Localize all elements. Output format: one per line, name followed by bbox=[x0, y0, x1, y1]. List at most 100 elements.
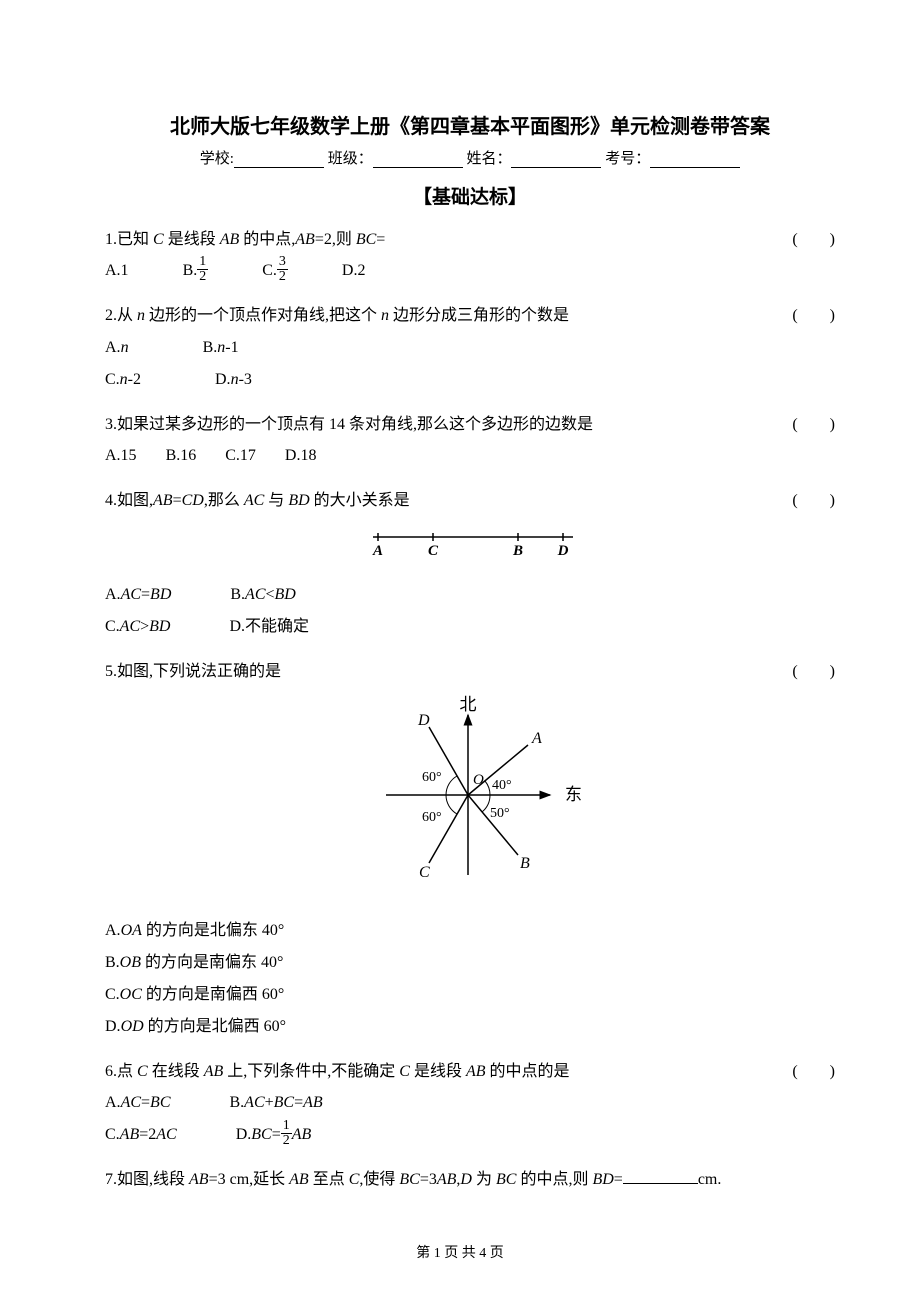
q4-t1: 4.如图, bbox=[105, 492, 153, 509]
q7-blank bbox=[623, 1168, 698, 1184]
q6-optD-bc: BC bbox=[251, 1126, 271, 1143]
name-label: 姓名： bbox=[466, 151, 511, 167]
q4-t3: 与 bbox=[264, 492, 288, 509]
q4-BD: BD bbox=[288, 492, 309, 509]
q5-optD-suf: 的方向是北偏西 60° bbox=[144, 1018, 286, 1035]
q5-optD-od: OD bbox=[121, 1018, 144, 1035]
q2-t3: 边形分成三角形的个数是 bbox=[389, 307, 569, 324]
q4-optC: C.AC>BD bbox=[105, 611, 170, 643]
q4-optB-ac: AC bbox=[245, 586, 265, 603]
svg-text:D: D bbox=[417, 712, 430, 729]
q7-unit: cm. bbox=[698, 1171, 722, 1188]
q6-optD-pre: D. bbox=[236, 1126, 252, 1143]
q7-t8: 的中点,则 bbox=[516, 1171, 592, 1188]
q6-AB2: AB bbox=[466, 1063, 486, 1080]
q6-optD-num: 1 bbox=[281, 1119, 292, 1134]
q1-AB2: AB bbox=[295, 231, 315, 248]
q7-t5: =3 bbox=[420, 1171, 437, 1188]
q1-optB-den: 2 bbox=[197, 270, 208, 284]
q2-optD-pre: D. bbox=[215, 371, 231, 388]
class-label: 班级： bbox=[328, 151, 373, 167]
q5-optA-oa: OA bbox=[121, 922, 142, 939]
q2-optD-suf: -3 bbox=[239, 371, 252, 388]
svg-text:60°: 60° bbox=[422, 770, 442, 785]
q7-BC2: BC bbox=[496, 1171, 516, 1188]
q2-optA-n: n bbox=[121, 339, 129, 356]
q6-optA: A.AC=BC bbox=[105, 1087, 171, 1119]
svg-text:C: C bbox=[427, 543, 438, 559]
svg-text:40°: 40° bbox=[492, 778, 512, 793]
q2-n2: n bbox=[381, 307, 389, 324]
student-info-line: 学校: 班级： 姓名： 考号： bbox=[105, 147, 835, 168]
q4-optA-pre: A. bbox=[105, 586, 121, 603]
q5-optB-ob: OB bbox=[120, 954, 141, 971]
q5-optA-pre: A. bbox=[105, 922, 121, 939]
q7-t2: =3 cm,延长 bbox=[209, 1171, 290, 1188]
q6-t2: 在线段 bbox=[148, 1063, 204, 1080]
q6-optB-pre: B. bbox=[230, 1094, 245, 1111]
q3-optC: C.17 bbox=[225, 440, 256, 472]
svg-text:C: C bbox=[419, 864, 430, 881]
q2-t1: 2.从 bbox=[105, 307, 137, 324]
q4-optC-pre: C. bbox=[105, 618, 120, 635]
q7-BC: BC bbox=[399, 1171, 419, 1188]
q4-optA: A.AC=BD bbox=[105, 579, 171, 611]
q4-figure: A C B D bbox=[105, 525, 835, 571]
q6-optD-den: 2 bbox=[281, 1134, 292, 1148]
q4-line-diagram: A C B D bbox=[363, 525, 578, 560]
q1-optC-num: 3 bbox=[277, 255, 288, 270]
q6-optA-pre: A. bbox=[105, 1094, 121, 1111]
q1-C: C bbox=[153, 231, 164, 248]
q2-t2: 边形的一个顶点作对角线,把这个 bbox=[145, 307, 381, 324]
q2-optB-pre: B. bbox=[203, 339, 218, 356]
q2-optD-n: n bbox=[231, 371, 239, 388]
q6-optA-bc: BC bbox=[150, 1094, 170, 1111]
school-label: 学校: bbox=[200, 151, 234, 167]
q2-optA-pre: A. bbox=[105, 339, 121, 356]
q7-AB2: AB bbox=[289, 1171, 309, 1188]
q4-optB-bd: BD bbox=[275, 586, 296, 603]
q7-t7: 为 bbox=[472, 1171, 496, 1188]
q6-optC-eq: =2 bbox=[139, 1126, 156, 1143]
q3-optD: D.18 bbox=[285, 440, 317, 472]
q5-text: 5.如图,下列说法正确的是 bbox=[105, 657, 281, 687]
q6-optA-eq: = bbox=[141, 1094, 150, 1111]
q2-n1: n bbox=[137, 307, 145, 324]
q6-t1: 6.点 bbox=[105, 1063, 137, 1080]
question-1: 1.已知 C 是线段 AB 的中点,AB=2,则 BC= ( ) A.1 B.1… bbox=[105, 225, 835, 287]
q5-optC-suf: 的方向是南偏西 60° bbox=[142, 986, 284, 1003]
document-title: 北师大版七年级数学上册《第四章基本平面图形》单元检测卷带答案 bbox=[105, 110, 835, 139]
q1-t3: 的中点, bbox=[239, 231, 295, 248]
svg-text:A: A bbox=[531, 730, 542, 747]
q1-t2: 是线段 bbox=[164, 231, 220, 248]
q5-optC-oc: OC bbox=[120, 986, 142, 1003]
q4-eq: = bbox=[173, 492, 182, 509]
svg-text:D: D bbox=[556, 543, 568, 559]
q5-optB-pre: B. bbox=[105, 954, 120, 971]
q1-text: 1.已知 bbox=[105, 231, 153, 248]
q6-t5: 的中点的是 bbox=[486, 1063, 570, 1080]
question-4: 4.如图,AB=CD,那么 AC 与 BD 的大小关系是 ( ) A C B D… bbox=[105, 486, 835, 643]
q1-t5: = bbox=[376, 231, 385, 248]
q6-C2: C bbox=[399, 1063, 410, 1080]
q1-t4: =2,则 bbox=[315, 231, 356, 248]
svg-text:B: B bbox=[520, 855, 530, 872]
q3-optB: B.16 bbox=[166, 440, 197, 472]
q5-optA-suf: 的方向是北偏东 40° bbox=[142, 922, 284, 939]
q4-optB-lt: < bbox=[266, 586, 275, 603]
page-footer: 第 1 页 共 4 页 bbox=[0, 1242, 920, 1262]
svg-text:60°: 60° bbox=[422, 810, 442, 825]
q6-optB: B.AC+BC=AB bbox=[230, 1087, 323, 1119]
q4-CD: CD bbox=[182, 492, 204, 509]
exam-blank bbox=[650, 152, 740, 168]
q2-optB: B.n-1 bbox=[203, 332, 239, 364]
q6-optB-ab: AB bbox=[303, 1094, 323, 1111]
q2-optC-n: n bbox=[120, 371, 128, 388]
q6-t3: 上,下列条件中,不能确定 bbox=[223, 1063, 399, 1080]
q1-paren: ( ) bbox=[792, 225, 835, 255]
q4-optB: B.AC<BD bbox=[230, 579, 295, 611]
q6-optB-eq: = bbox=[294, 1094, 303, 1111]
q6-optC-ac: AC bbox=[156, 1126, 176, 1143]
q3-text: 3.如果过某多边形的一个顶点有 14 条对角线,那么这个多边形的边数是 bbox=[105, 410, 593, 440]
q4-optA-bd: BD bbox=[150, 586, 171, 603]
